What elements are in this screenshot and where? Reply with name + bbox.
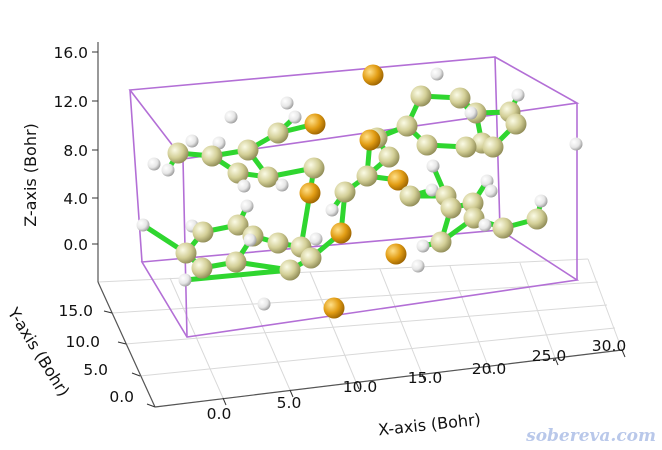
x-axis-ticks xyxy=(222,349,626,406)
watermark-text: sobereva.com xyxy=(526,426,656,446)
hydrogen-atom xyxy=(243,233,257,247)
hydrogen-atom xyxy=(484,184,498,198)
carbon-atom xyxy=(430,231,452,253)
carbon-atom xyxy=(267,122,289,144)
carbon-atom xyxy=(303,157,325,179)
hydrogen-atom xyxy=(240,199,254,213)
carbon-atom xyxy=(505,113,527,135)
z-axis-ticks xyxy=(92,51,98,245)
hydrogen-atom xyxy=(280,96,294,110)
carbon-atom xyxy=(440,197,462,219)
molecular-structure xyxy=(136,64,583,319)
x-tick-labels: 0.0 5.0 10.0 15.0 20.0 25.0 30.0 xyxy=(207,337,627,423)
z-tick-label: 16.0 xyxy=(53,44,88,62)
x-tick-label: 25.0 xyxy=(532,347,567,365)
carbon-atom xyxy=(225,251,247,273)
carbon-atom xyxy=(279,259,301,281)
hydrogen-atom xyxy=(416,239,430,253)
hydrogen-atom xyxy=(161,163,175,177)
hydrogen-atom xyxy=(425,183,439,197)
heteroatom xyxy=(359,129,381,151)
carbon-atom xyxy=(356,165,378,187)
carbon-atom xyxy=(455,136,477,158)
z-tick-label: 8.0 xyxy=(63,142,88,160)
heteroatom xyxy=(299,182,321,204)
hydrogen-atom xyxy=(478,218,492,232)
z-tick-label: 0.0 xyxy=(63,236,88,254)
carbon-atom xyxy=(410,85,432,107)
heteroatom xyxy=(385,243,407,265)
carbon-atom xyxy=(416,134,438,156)
hydrogen-atom xyxy=(147,157,161,171)
carbon-atom xyxy=(192,221,214,243)
carbon-atom xyxy=(334,181,356,203)
carbon-atom xyxy=(482,136,504,158)
carbon-atom xyxy=(201,145,223,167)
heteroatom xyxy=(387,169,409,191)
carbon-atom xyxy=(378,146,400,168)
hydrogen-atom xyxy=(426,159,440,173)
z-tick-label: 4.0 xyxy=(63,190,88,208)
x-tick-label: 20.0 xyxy=(472,360,507,378)
z-axis-title: Z-axis (Bohr) xyxy=(21,123,40,227)
y-axis-ticks xyxy=(103,310,156,408)
hydrogen-atom xyxy=(178,273,192,287)
z-tick-label: 12.0 xyxy=(53,93,88,111)
y-tick-label: 0.0 xyxy=(109,388,134,406)
x-tick-label: 5.0 xyxy=(277,394,302,412)
x-tick-label: 0.0 xyxy=(207,405,232,423)
z-tick-labels: 16.0 12.0 8.0 4.0 0.0 xyxy=(53,44,88,254)
hydrogen-atom xyxy=(464,106,478,120)
hydrogen-atom xyxy=(325,203,339,217)
carbon-atom xyxy=(449,87,471,109)
hydrogen-atom xyxy=(185,134,199,148)
hydrogen-atom xyxy=(237,179,251,193)
carbon-atom xyxy=(175,242,197,264)
x-tick-label: 30.0 xyxy=(592,337,627,355)
carbon-atom xyxy=(492,217,514,239)
y-tick-label: 5.0 xyxy=(83,361,108,379)
floor-grid xyxy=(97,258,623,408)
carbon-atom xyxy=(227,162,249,184)
carbon-atom xyxy=(300,247,322,269)
carbon-atom xyxy=(267,232,289,254)
floor-frame xyxy=(97,42,623,408)
carbon-atom xyxy=(462,192,484,214)
hydrogen-atom xyxy=(569,137,583,151)
hydrogen-atom xyxy=(309,232,323,246)
heteroatom xyxy=(304,113,326,135)
carbon-atom xyxy=(191,257,213,279)
heteroatom xyxy=(330,222,352,244)
x-axis-title: X-axis (Bohr) xyxy=(377,410,481,440)
carbon-atom xyxy=(257,166,279,188)
y-tick-label: 10.0 xyxy=(65,333,100,351)
heteroatom xyxy=(323,297,345,319)
carbon-atom xyxy=(167,142,189,164)
carbon-atom xyxy=(396,115,418,137)
y-tick-labels: 15.0 10.0 5.0 0.0 xyxy=(58,302,134,406)
y-tick-label: 15.0 xyxy=(58,302,93,320)
hydrogen-atom xyxy=(430,67,444,81)
hydrogen-atom xyxy=(511,88,525,102)
hydrogen-atom xyxy=(275,178,289,192)
x-tick-label: 15.0 xyxy=(408,369,443,387)
hydrogen-atom xyxy=(534,194,548,208)
hydrogen-atom xyxy=(224,110,238,124)
hydrogen-atom xyxy=(257,297,271,311)
carbon-atom xyxy=(227,214,249,236)
hydrogen-atom xyxy=(288,110,302,124)
hydrogen-atom xyxy=(480,174,494,188)
atoms xyxy=(136,64,583,319)
carbon-atom xyxy=(526,208,548,230)
hydrogen-atom xyxy=(411,259,425,273)
hydrogen-atom xyxy=(136,218,150,232)
x-tick-label: 10.0 xyxy=(343,378,378,396)
heteroatom xyxy=(362,64,384,86)
carbon-atom xyxy=(237,139,259,161)
carbon-atom xyxy=(399,185,421,207)
